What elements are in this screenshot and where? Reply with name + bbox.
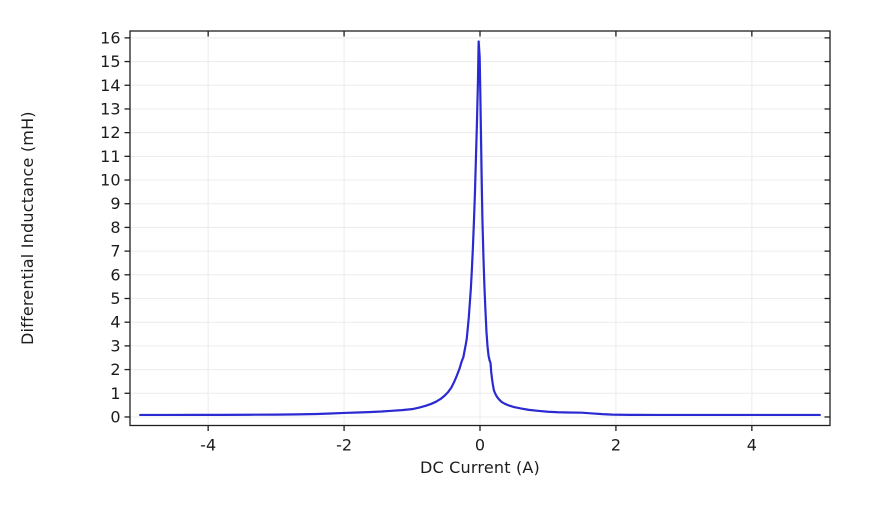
- y-tick-label: 11: [100, 147, 120, 166]
- x-tick-label: 0: [475, 436, 485, 455]
- x-tick-label: -4: [200, 436, 216, 455]
- x-axis-title: DC Current (A): [420, 458, 540, 477]
- y-tick-label: 8: [110, 218, 120, 237]
- x-tick-label: 2: [611, 436, 621, 455]
- y-tick-label: 13: [100, 99, 120, 118]
- y-tick-label: 2: [110, 360, 120, 379]
- y-tick-label: 7: [110, 242, 120, 261]
- y-tick-label: 15: [100, 52, 120, 71]
- y-tick-label: 5: [110, 289, 120, 308]
- y-tick-label: 10: [100, 171, 120, 190]
- y-tick-label: 14: [100, 76, 120, 95]
- series-line: [139, 40, 821, 417]
- y-tick-label: 4: [110, 313, 120, 332]
- y-tick-label: 0: [110, 407, 120, 426]
- y-tick-label: 6: [110, 265, 120, 284]
- y-tick-label: 12: [100, 123, 120, 142]
- x-tick-label: 4: [747, 436, 757, 455]
- axis-ticks: [124, 31, 830, 431]
- y-tick-label: 16: [100, 28, 120, 47]
- y-tick-label: 9: [110, 194, 120, 213]
- y-axis-title: Differential Inductance (mH): [18, 111, 37, 346]
- y-tick-label: 1: [110, 384, 120, 403]
- x-tick-label: -2: [336, 436, 352, 455]
- y-tick-label: 3: [110, 336, 120, 355]
